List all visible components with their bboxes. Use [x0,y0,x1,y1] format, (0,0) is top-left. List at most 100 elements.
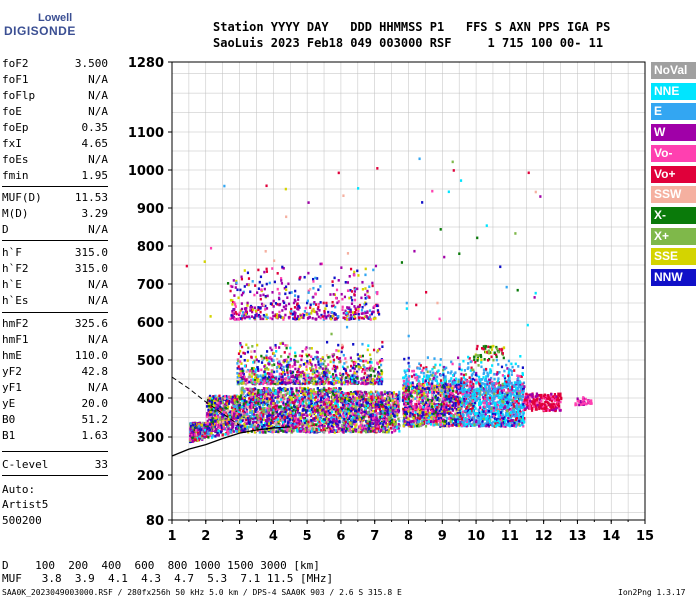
echo-point [238,402,242,405]
echo-point [235,404,238,408]
echo-point [213,422,216,426]
echo-point [380,391,383,394]
echo-point [290,429,294,433]
echo-point [375,398,378,401]
echo-point [243,399,246,402]
echo-point [256,398,260,401]
x-tick-label: 10 [467,529,485,544]
echo-point [402,383,405,387]
echo-point [522,408,525,412]
echo-point [352,430,355,433]
echo-point [263,395,266,399]
echo-point [191,421,194,425]
echo-point [240,428,243,431]
echo-point [345,427,348,430]
echo-point [298,419,301,422]
echo-point [272,402,275,405]
echo-point [312,404,315,407]
echo-point [241,399,244,402]
echo-point [490,396,493,400]
echo-point [350,392,353,396]
echo-point [385,412,388,416]
echo-point [449,403,452,407]
echo-point [354,412,357,415]
echo-point [310,401,313,405]
echo-point [348,428,351,432]
echo-point [205,405,209,408]
echo-point [227,423,230,427]
echo-point [387,403,390,406]
echo-point [292,412,295,415]
echo-point [233,404,236,408]
echo-point [230,417,234,420]
echo-point [206,423,210,427]
echo-point [253,425,256,429]
echo-point [257,416,260,419]
echo-point [368,418,371,421]
echo-point [360,430,363,434]
echo-point [244,413,247,416]
echo-point [338,394,341,397]
echo-point [521,415,524,418]
echo-point [302,404,306,408]
echo-point [395,394,398,398]
echo-point [286,424,290,428]
echo-point [355,416,358,420]
echo-point [254,410,257,413]
echo-point [440,390,444,394]
echo-point [385,425,388,428]
echo-point [211,420,215,423]
echo-point [393,418,396,422]
echo-point [318,424,321,428]
echo-point [424,391,428,394]
echo-point [507,406,510,410]
echo-point [456,395,459,399]
echo-point [323,398,327,402]
echo-point [430,418,433,422]
echo-point [211,406,214,410]
echo-point [255,407,258,410]
echo-point [397,394,400,398]
echo-point [226,425,229,429]
echo-point [337,399,340,403]
echo-point [365,430,368,434]
echo-point [310,408,313,412]
echo-point [386,425,389,429]
echo-point [313,417,316,420]
echo-point [458,421,461,424]
echo-point [443,386,446,389]
echo-point [209,413,212,417]
echo-point [230,406,234,409]
echo-point [196,438,199,442]
echo-point [208,428,212,432]
echo-point [284,412,287,416]
echo-point [369,413,372,417]
echo-point [388,392,391,396]
echo-point [424,416,428,419]
echo-point [465,420,468,424]
echo-point [207,432,210,436]
echo-point [252,424,255,427]
echo-point [293,417,296,420]
echo-point [337,397,340,401]
echo-point [402,387,405,390]
echo-point [377,398,380,402]
echo-point [301,425,304,428]
echo-point [190,433,193,437]
echo-point [342,392,345,395]
echo-point [280,400,283,403]
echo-point [404,408,407,412]
echo-point [374,413,377,417]
echo-point [232,430,235,433]
echo-point [433,385,436,388]
echo-point [260,413,263,417]
echo-point [287,429,291,433]
echo-point [318,394,322,398]
echo-point [329,430,332,433]
echo-point [283,393,287,397]
echo-point [405,422,408,426]
echo-point [515,404,518,408]
echo-point [309,394,312,397]
echo-point [342,427,346,431]
y-tick-label: 500 [137,354,164,369]
